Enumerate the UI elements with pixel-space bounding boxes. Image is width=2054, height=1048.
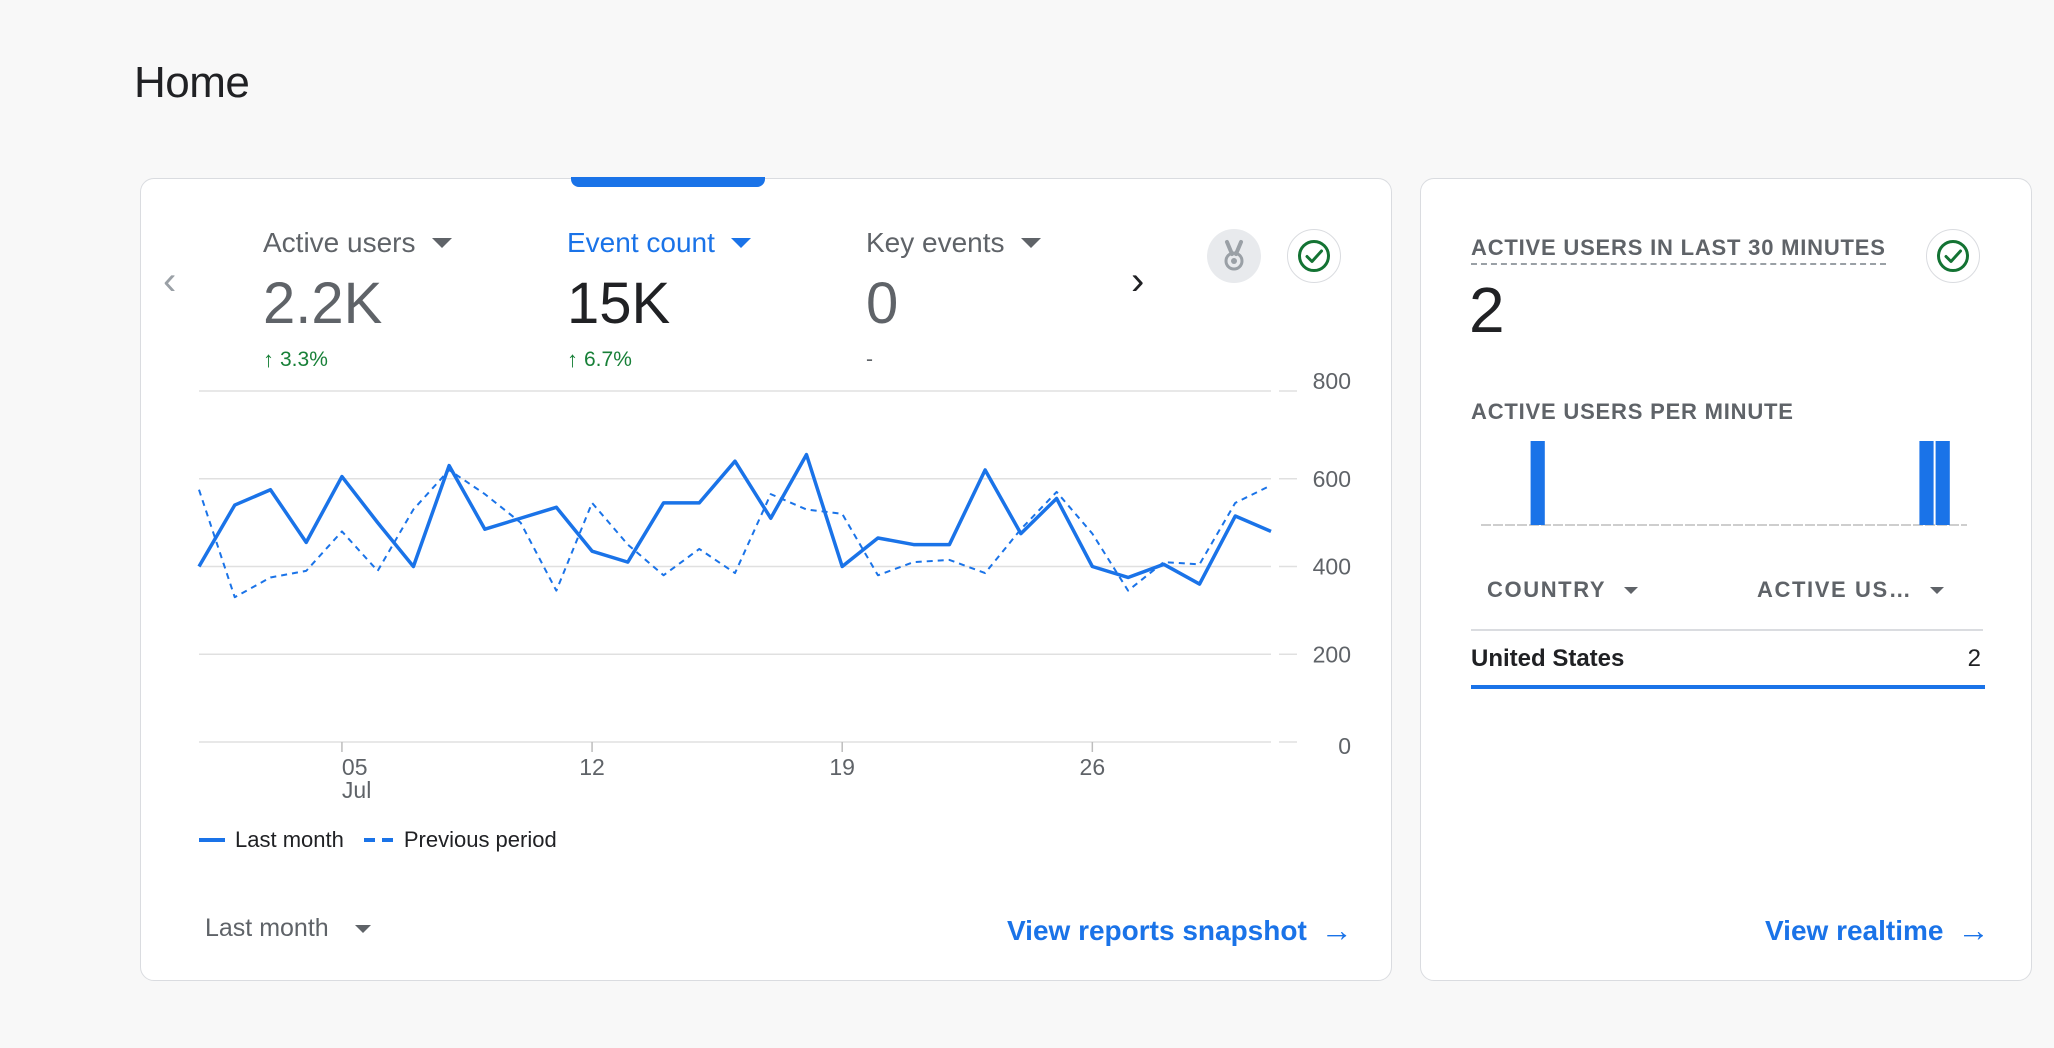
caret-down-icon — [1624, 586, 1639, 594]
minute-bar — [1919, 441, 1934, 525]
y-tick-label: 400 — [1313, 554, 1351, 580]
metric-value: 2.2K — [263, 271, 383, 336]
table-row-country: United States — [1471, 645, 1625, 672]
check-circle-icon[interactable] — [1287, 229, 1341, 283]
y-tick-label: 800 — [1313, 368, 1351, 394]
metric-label: Event count — [567, 227, 715, 258]
table-row-value: 2 — [1967, 645, 1981, 672]
column-label: COUNTRY — [1487, 577, 1607, 602]
table-row-bar — [1471, 685, 1985, 689]
metric-label: Key events — [866, 227, 1005, 258]
caret-down-icon — [354, 924, 371, 933]
caret-down-icon — [1930, 586, 1945, 594]
y-tick-label: 200 — [1313, 641, 1351, 667]
legend-item-current: Last month — [199, 827, 344, 853]
table-divider — [1471, 629, 1983, 631]
series-line-current — [197, 452, 1272, 586]
metric-change: ↑ 3.3% — [263, 347, 452, 373]
metric-change-value: 6.7% — [584, 348, 632, 371]
chevron-right-icon[interactable]: › — [1131, 259, 1145, 303]
y-tick-label: 600 — [1313, 466, 1351, 492]
reports-overview-card: ‹ › Active users 2.2K ↑ 3.3% Event count… — [140, 177, 1392, 981]
check-circle-icon[interactable] — [1926, 229, 1980, 283]
y-tick-label: 0 — [1338, 733, 1351, 759]
arrow-right-icon: → — [1320, 912, 1353, 948]
per-minute-title: ACTIVE USERS PER MINUTE — [1471, 399, 1794, 424]
page-title: Home — [134, 58, 250, 107]
realtime-title[interactable]: ACTIVE USERS IN LAST 30 MINUTES — [1471, 235, 1886, 265]
metric-change-value: 3.3% — [280, 348, 328, 371]
medal-icon — [1207, 229, 1261, 283]
view-realtime-link[interactable]: View realtime → — [1765, 912, 1989, 949]
metric-change: ↑ 6.7% — [567, 347, 751, 373]
x-tick-label: 26 — [1080, 754, 1106, 780]
tab-event-count[interactable]: Event count 15K ↑ 6.7% — [567, 227, 751, 373]
realtime-value: 2 — [1469, 274, 1505, 346]
chart-legend: Last month Previous period — [199, 827, 563, 853]
country-column-header[interactable]: COUNTRY — [1487, 577, 1639, 603]
column-label: ACTIVE US… — [1757, 577, 1913, 602]
tab-key-events[interactable]: Key events 0 - — [866, 227, 1041, 373]
x-tick-label: 12 — [579, 754, 605, 780]
active-users-column-header[interactable]: ACTIVE US… — [1757, 577, 1945, 603]
arrow-up-icon: ↑ — [263, 347, 274, 372]
active-tab-indicator — [571, 177, 765, 187]
chevron-left-icon[interactable]: ‹ — [163, 259, 177, 303]
caret-down-icon — [1020, 238, 1041, 248]
minute-bar — [1530, 441, 1545, 525]
metric-change-value: - — [866, 348, 873, 371]
realtime-card: ACTIVE USERS IN LAST 30 MINUTES 2 ACTIVE… — [1420, 178, 2032, 981]
metric-value: 0 — [866, 271, 899, 336]
arrow-up-icon: ↑ — [567, 347, 578, 372]
link-label: View reports snapshot — [1007, 914, 1307, 946]
legend-label: Last month — [235, 827, 344, 852]
date-range-dropdown[interactable]: Last month — [205, 914, 371, 943]
caret-down-icon — [730, 238, 751, 248]
legend-item-previous: Previous period — [363, 827, 557, 853]
legend-dashed-swatch — [363, 838, 394, 842]
metric-change: - — [866, 347, 1041, 373]
minute-bar — [1935, 441, 1950, 525]
legend-label: Previous period — [403, 827, 557, 852]
metric-label: Active users — [263, 227, 416, 258]
tab-active-users[interactable]: Active users 2.2K ↑ 3.3% — [263, 227, 452, 373]
view-reports-snapshot-link[interactable]: View reports snapshot → — [1007, 912, 1353, 949]
date-range-label: Last month — [205, 914, 329, 942]
x-tick-sublabel: Jul — [342, 777, 371, 803]
x-tick-label: 05 — [342, 754, 368, 780]
x-tick-label: 19 — [829, 754, 855, 780]
metric-value: 15K — [567, 271, 671, 336]
link-label: View realtime — [1765, 914, 1944, 946]
arrow-right-icon: → — [1957, 912, 1990, 948]
per-minute-bar-chart — [1481, 441, 1967, 526]
legend-solid-swatch — [199, 838, 225, 842]
caret-down-icon — [431, 238, 452, 248]
series-line-previous — [198, 468, 1272, 599]
